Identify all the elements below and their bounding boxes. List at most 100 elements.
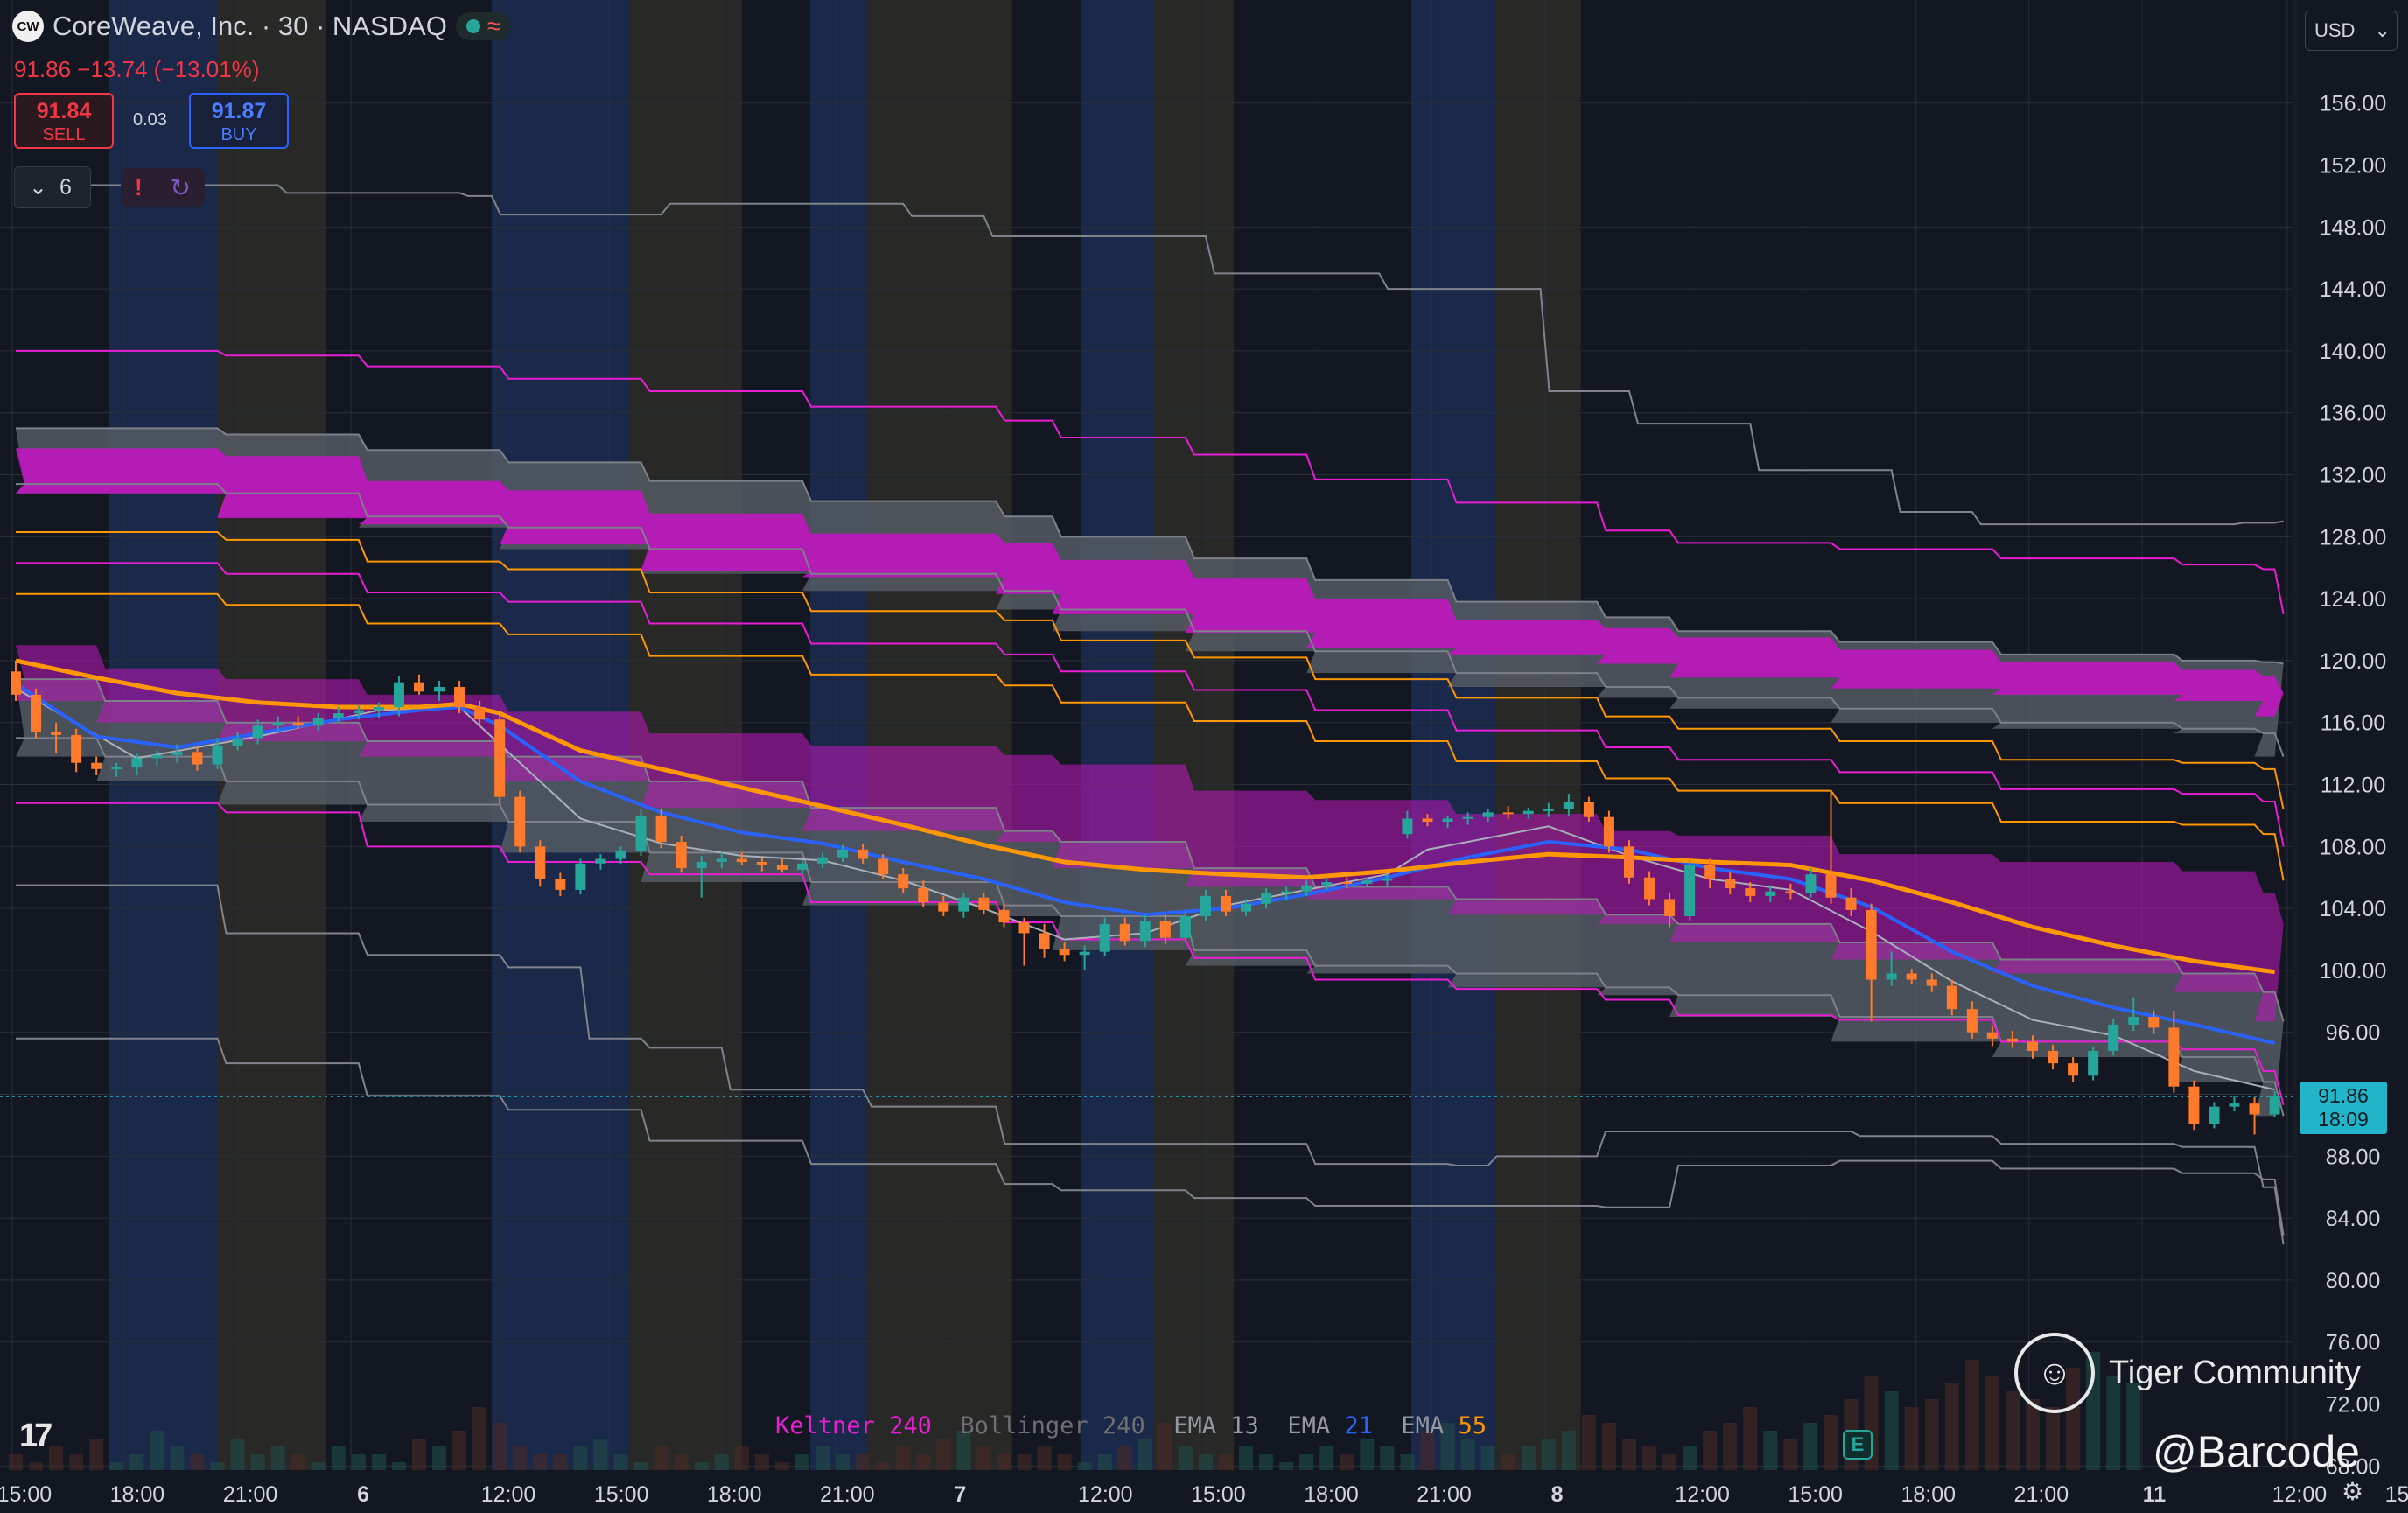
candle [1099,917,1110,956]
candle [2006,1030,2018,1048]
refresh-icon[interactable]: ↻ [170,173,192,201]
volume-bar [2026,1399,2040,1470]
company-logo: CW [12,11,44,42]
legend-item[interactable]: EMA 13 [1173,1412,1287,1439]
currency-select[interactable]: USD ⌄ [2305,11,2398,51]
candle [1886,951,1897,986]
volume-bar [1924,1399,1939,1470]
session-premarket [1411,0,1496,1470]
legend-item[interactable]: Bollinger 240 [960,1412,1173,1439]
candle [1664,893,1676,928]
volume-bar [1723,1423,1738,1470]
sell-button[interactable]: 91.84 SELL [14,93,114,149]
legend-item[interactable]: EMA 55 [1401,1412,1515,1439]
candle-body [1966,1009,1978,1033]
candle [434,680,445,701]
price-axis-bg [2298,0,2408,1513]
legend-item[interactable]: EMA 21 [1287,1412,1401,1439]
buy-button[interactable]: 91.87 BUY [189,93,289,149]
volume-bar [573,1446,588,1470]
legend-name: Bollinger [960,1412,1088,1439]
candle-body [1079,951,1090,956]
candle-body [1039,933,1050,949]
candle [1059,942,1070,962]
price-tick-label: 124.00 [2320,587,2386,612]
time-tick-label: 6 [357,1482,369,1507]
candle [998,903,1010,928]
candle [1946,979,1957,1016]
volume-bar [1662,1454,1677,1470]
keltner-level-lower [16,802,2285,1106]
legend-item[interactable]: Keltner 240 [775,1412,960,1439]
candle-body [312,718,324,726]
candle-body [2088,1050,2099,1076]
candle [1583,796,1594,823]
candle-body [716,858,727,863]
candle [796,860,808,875]
keltner-level-lower [16,1037,2285,1236]
candlesticks [10,660,2280,1135]
candle [1281,886,1292,901]
volume-bar [553,1454,568,1470]
volume-bar [513,1446,528,1470]
candle [716,852,727,869]
candle-body [2249,1103,2260,1115]
legend-name: EMA [1173,1412,1217,1439]
candle-body [898,874,909,889]
indicators-toggle[interactable]: ⌄ 6 [14,166,91,208]
candle-body [1442,818,1453,823]
volume-bar [49,1446,64,1470]
candle [172,744,183,763]
alert-icon[interactable]: ! [134,173,143,200]
volume-bar [1440,1423,1455,1470]
candle [1866,903,1877,1022]
candle-body [373,707,384,711]
candle-body [2188,1086,2200,1124]
candle-body [595,858,606,864]
time-tick-label: 21:00 [820,1482,875,1507]
volume-bar [876,1462,891,1470]
candle [1079,945,1090,970]
price-tick-label: 140.00 [2320,340,2386,364]
candle-body [1402,818,1413,835]
volume-bar [1541,1439,1556,1470]
candle-body [91,762,102,769]
market-status[interactable]: ≈ [455,12,512,40]
candle [353,705,364,720]
indicator-bands [16,184,2285,1245]
tradingview-logo[interactable]: 17 [19,1418,52,1454]
candle [131,753,143,775]
candle [514,790,526,853]
candle [373,702,384,718]
candle [1382,874,1393,887]
candle [393,676,404,717]
candle [312,713,324,731]
spread-value: 0.03 [133,110,167,130]
volume-bar [1198,1454,1213,1470]
bollinger-lower_band_top [16,678,2285,1022]
author-handle: @Barcode [2152,1427,2360,1476]
volume-bar [936,1439,951,1470]
candle-body [676,842,687,869]
candle-body [958,897,970,912]
symbol-title[interactable]: CoreWeave, Inc. · 30 · NASDAQ [52,11,447,41]
price-tick-label: 88.00 [2326,1145,2381,1169]
price-tick-label: 148.00 [2320,215,2386,240]
candle [2027,1035,2038,1059]
candle-body [1563,801,1574,809]
bollinger-upper_band_top [16,427,2284,665]
settings-icon[interactable]: ⚙ [2342,1478,2364,1505]
earnings-badge[interactable]: E [1843,1430,1872,1460]
candle-body [252,725,263,739]
volume-bar [1683,1446,1698,1470]
candle-body [474,707,486,720]
indicator-legend[interactable]: Keltner 240 Bollinger 240 EMA 13 EMA 21 … [775,1412,1515,1439]
time-axis[interactable]: 15:00 18:00 21:00 6 12:00 15:00 18:00 21:00 7 12:… [0,1470,2408,1513]
candle [736,852,747,865]
volume-bar [69,1454,84,1470]
symbol-header[interactable]: CW CoreWeave, Inc. · 30 · NASDAQ ≈ [12,11,512,42]
candle-body [1583,801,1594,817]
price-axis[interactable]: 156.00 152.00 148.00 144.00 140.00 136.00 132.… [2298,0,2408,1513]
alert-group[interactable]: ! ↻ [121,168,205,207]
